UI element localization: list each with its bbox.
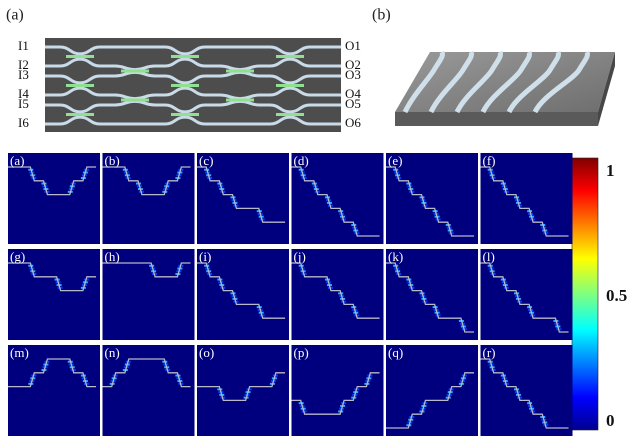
subplot-label: (c)	[199, 153, 213, 168]
coupler	[66, 84, 94, 87]
port-label: O6	[345, 115, 361, 130]
subplot	[8, 249, 100, 340]
port-label: O5	[345, 96, 361, 111]
beam-path	[197, 166, 286, 223]
subplot	[480, 345, 573, 436]
chip-3d	[395, 52, 615, 126]
subplot-label: (b)	[105, 153, 120, 168]
subplot-label: (k)	[388, 249, 403, 264]
subplot-label: (l)	[483, 249, 495, 264]
subplot	[197, 345, 289, 436]
subplot	[8, 345, 100, 436]
waveguide	[45, 99, 341, 114]
beam-path	[102, 166, 191, 196]
coupler	[66, 55, 94, 58]
coupler	[276, 55, 304, 58]
port-label: I4	[18, 86, 29, 101]
waveguide	[45, 115, 341, 126]
port-label: I1	[18, 38, 29, 53]
colorbar-tick-label: 0	[606, 411, 615, 430]
subplot-label: (p)	[294, 345, 309, 360]
beam-path	[8, 166, 97, 196]
subplot-label: (m)	[10, 345, 29, 360]
coupler	[276, 84, 304, 87]
beam-path	[291, 166, 380, 237]
subplot	[291, 153, 384, 244]
subplot-label: (j)	[294, 249, 306, 264]
subplot	[102, 345, 195, 436]
coupler	[226, 98, 254, 102]
subplot	[8, 153, 100, 244]
coupler	[171, 84, 199, 87]
subplot-label: (h)	[105, 249, 120, 264]
subplot	[480, 153, 573, 244]
coupler	[226, 69, 254, 73]
waveguide-3d	[480, 50, 532, 114]
subplot-label: (a)	[10, 153, 24, 168]
beam-path	[102, 262, 191, 278]
beam-path	[197, 372, 286, 402]
subplot	[197, 249, 289, 340]
coupler	[171, 55, 199, 58]
beam-path	[386, 166, 475, 237]
beam-path	[386, 262, 475, 333]
waveguide-3d	[506, 50, 561, 114]
port-label: O2	[345, 57, 361, 72]
waveguide	[45, 70, 341, 85]
subplot-label: (n)	[105, 345, 120, 360]
colorbar	[571, 157, 599, 431]
subplot-label: (e)	[388, 153, 402, 168]
coupler	[121, 98, 149, 102]
subplot	[102, 249, 195, 340]
port-label: O3	[345, 67, 361, 82]
beam-path	[102, 358, 191, 388]
port-label: I2	[18, 57, 29, 72]
subplot-label: (q)	[388, 345, 403, 360]
waveguide	[45, 45, 341, 56]
colorbar-tick-label: 0.5	[606, 286, 627, 305]
port-label: I5	[18, 96, 29, 111]
waveguide-3d	[532, 50, 590, 114]
subplot	[386, 345, 478, 436]
waveguide	[45, 57, 341, 72]
panel-label: (a)	[6, 7, 24, 24]
waveguide-3d	[402, 50, 445, 114]
subplot-label: (i)	[199, 249, 211, 264]
port-label: I6	[18, 115, 29, 130]
waveguide	[45, 86, 341, 101]
beam-path	[480, 166, 569, 237]
beam-path	[291, 262, 380, 319]
port-label: O1	[345, 38, 361, 53]
port-label: I3	[18, 67, 29, 82]
subplot	[386, 153, 478, 244]
subplot-label: (o)	[199, 345, 214, 360]
subplot	[102, 153, 195, 244]
beam-path	[386, 372, 475, 429]
waveguide-3d	[428, 50, 474, 114]
subplot	[291, 345, 384, 436]
subplot	[291, 249, 384, 340]
subplot-label: (g)	[10, 249, 25, 264]
beam-path	[480, 358, 569, 429]
beam-path	[480, 262, 569, 333]
coupler	[66, 113, 94, 116]
waveguide-3d	[454, 50, 503, 114]
coupler	[276, 113, 304, 116]
port-label: O4	[345, 86, 361, 101]
panel-label: (b)	[372, 7, 391, 24]
subplot-label: (f)	[483, 153, 496, 168]
subplot-label: (d)	[294, 153, 309, 168]
subplot-label: (r)	[483, 345, 496, 360]
beam-path	[291, 372, 380, 415]
beam-path	[8, 262, 97, 292]
colorbar-tick-label: 1	[606, 161, 615, 180]
beam-path	[197, 262, 286, 319]
coupler	[121, 69, 149, 73]
subplot	[197, 153, 289, 244]
coupler	[171, 113, 199, 116]
beam-path	[8, 358, 97, 388]
